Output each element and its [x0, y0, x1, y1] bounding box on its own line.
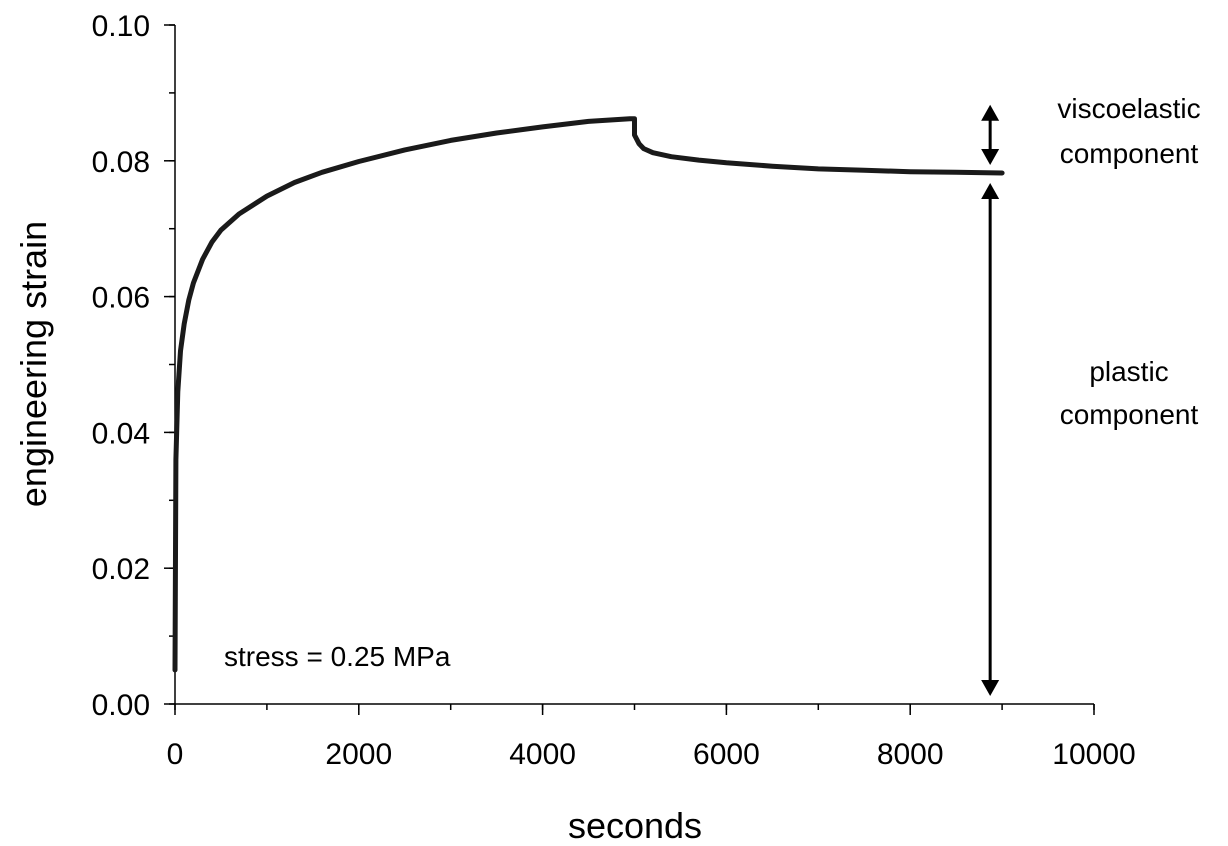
x-tick-label: 6000 [693, 738, 760, 771]
x-tick-label: 8000 [877, 738, 944, 771]
y-tick-labels: 0.00 0.02 0.04 0.06 0.08 0.10 [92, 10, 150, 722]
y-tick-label: 0.08 [92, 146, 150, 179]
plastic-arrowhead-down [981, 680, 1000, 696]
y-tick-label: 0.02 [92, 553, 150, 586]
major-ticks [164, 24, 1095, 715]
x-tick-label: 0 [167, 738, 184, 771]
viscoelastic-label-line1: viscoelastic [1057, 93, 1200, 124]
plastic-arrowhead-up [981, 183, 1000, 200]
x-tick-label: 4000 [509, 738, 576, 771]
x-tick-label: 10000 [1052, 738, 1135, 771]
plastic-label-line1: plastic [1089, 356, 1168, 387]
y-tick-label: 0.06 [92, 282, 150, 315]
strain-series-line [172, 116, 1005, 673]
stress-annotation: stress = 0.25 MPa [224, 641, 451, 672]
y-axis-title: engineering strain [13, 221, 54, 507]
viscoelastic-arrowhead-down [981, 149, 1000, 166]
x-axis-title: seconds [568, 805, 702, 846]
component-arrows [981, 104, 1000, 696]
y-tick-label: 0.00 [92, 689, 150, 722]
x-tick-label: 2000 [325, 738, 392, 771]
viscoelastic-label-line2: component [1060, 138, 1199, 169]
viscoelastic-arrowhead-up [981, 104, 1000, 121]
x-tick-labels: 0 2000 4000 6000 8000 10000 [167, 738, 1136, 771]
y-tick-label: 0.10 [92, 10, 150, 43]
minor-ticks [169, 24, 1095, 710]
plastic-label-line2: component [1060, 399, 1199, 430]
y-tick-label: 0.04 [92, 417, 150, 450]
